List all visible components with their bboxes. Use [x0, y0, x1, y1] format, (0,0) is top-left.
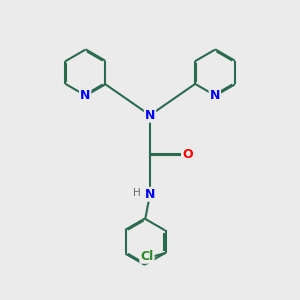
- Text: N: N: [145, 109, 155, 122]
- Text: N: N: [145, 188, 155, 201]
- Text: Cl: Cl: [140, 250, 154, 263]
- Text: O: O: [182, 148, 193, 161]
- Text: N: N: [80, 89, 90, 102]
- Text: N: N: [210, 89, 220, 102]
- Text: H: H: [133, 188, 141, 198]
